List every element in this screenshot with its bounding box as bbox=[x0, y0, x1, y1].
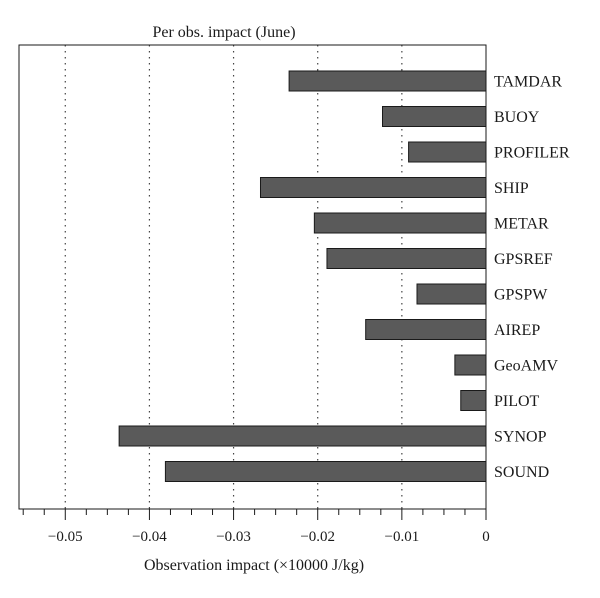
bar-synop bbox=[118, 425, 487, 447]
bar-geoamv bbox=[454, 354, 487, 376]
chart-title: Per obs. impact (June) bbox=[152, 24, 295, 41]
bar-metar bbox=[313, 212, 487, 234]
bar-profiler bbox=[408, 141, 487, 163]
category-label: TAMDAR bbox=[494, 74, 562, 91]
bar-airep bbox=[365, 319, 487, 340]
category-label: SYNOP bbox=[494, 429, 547, 446]
bars bbox=[118, 70, 487, 482]
bar-gpsref bbox=[326, 248, 487, 269]
bar-pilot bbox=[460, 390, 487, 411]
category-labels: TAMDAR BUOY PROFILER SHIP METAR GPSREF GPSPW AI… bbox=[494, 74, 570, 482]
x-tick-label: −0.05 bbox=[48, 529, 83, 545]
category-label: AIREP bbox=[494, 322, 540, 339]
bar-ship bbox=[259, 177, 487, 198]
x-axis-ticks bbox=[22, 509, 487, 520]
category-label: BUOY bbox=[494, 109, 540, 126]
x-axis-label: Observation impact (×10000 J/kg) bbox=[144, 557, 364, 574]
bar-sound bbox=[164, 461, 487, 482]
x-tick-label: −0.02 bbox=[300, 529, 335, 545]
category-label: PILOT bbox=[494, 393, 540, 410]
bar-gpspw bbox=[416, 283, 487, 305]
x-tick-label: −0.04 bbox=[132, 529, 167, 545]
category-label: SOUND bbox=[494, 464, 549, 481]
x-tick-label: 0 bbox=[482, 529, 490, 545]
category-label: PROFILER bbox=[494, 145, 570, 162]
plot-frame bbox=[18, 44, 487, 510]
bar-buoy bbox=[382, 106, 487, 127]
category-label: METAR bbox=[494, 216, 549, 233]
x-tick-label: −0.01 bbox=[384, 529, 419, 545]
category-label: GPSREF bbox=[494, 251, 553, 268]
bar-tamdar bbox=[288, 70, 487, 92]
category-label: GPSPW bbox=[494, 287, 548, 304]
x-axis-tick-labels: −0.05 −0.04 −0.03 −0.02 −0.01 0 bbox=[48, 529, 490, 545]
x-tick-label: −0.03 bbox=[216, 529, 251, 545]
category-label: GeoAMV bbox=[494, 358, 558, 375]
category-label: SHIP bbox=[494, 180, 529, 197]
